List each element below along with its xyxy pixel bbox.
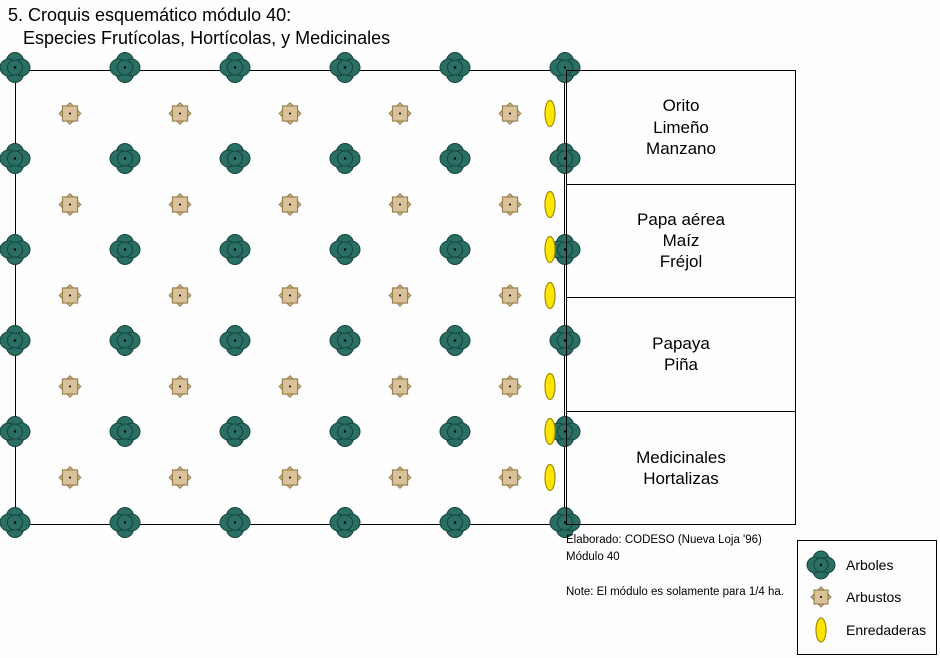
shrub-icon [806,582,836,612]
shrub-icon [387,465,413,496]
tree-icon [220,417,250,452]
tree-icon [440,144,470,179]
tree-icon [110,326,140,361]
shrub-icon [387,374,413,405]
tree-icon [0,326,30,361]
shrub-icon [167,192,193,223]
shrub-icon [387,192,413,223]
legend-label: Arbustos [846,589,901,605]
shrub-icon [277,192,303,223]
legend-row: Arbustos [806,581,928,613]
shrub-icon [167,283,193,314]
credits-line-2: Módulo 40 [566,551,620,563]
title-line-2: Especies Frutícolas, Hortícolas, y Medic… [23,28,390,48]
shrub-icon [57,283,83,314]
shrub-icon [57,101,83,132]
shrub-icon [277,374,303,405]
category-cell: OritoLimeñoManzano [567,71,795,185]
category-line: Fréjol [660,251,703,272]
tree-icon [110,53,140,88]
category-line: Limeño [653,117,709,138]
category-line: Maíz [663,230,700,251]
category-cell: MedicinalesHortalizas [567,412,795,525]
shrub-icon [387,283,413,314]
vine-icon [544,282,556,315]
shrub-icon [497,465,523,496]
tree-icon [220,326,250,361]
tree-icon [110,508,140,543]
vine-icon [544,464,556,497]
tree-icon [330,508,360,543]
tree-icon [110,235,140,270]
category-line: Hortalizas [643,468,719,489]
tree-icon [330,144,360,179]
shrub-icon [277,283,303,314]
tree-icon [330,417,360,452]
title-line-1: 5. Croquis esquemático módulo 40: [8,5,291,25]
tree-icon [110,417,140,452]
tree-icon [0,53,30,88]
credits-note: Note: El módulo es solamente para 1/4 ha… [566,586,784,598]
tree-icon [330,53,360,88]
tree-icon [220,508,250,543]
tree-icon [110,144,140,179]
category-line: Manzano [646,138,716,159]
tree-icon [0,508,30,543]
tree-icon [220,144,250,179]
credits-block: Elaborado: CODESO (Nueva Loja '96) Módul… [566,532,784,601]
diagram-title: 5. Croquis esquemático módulo 40: Especi… [8,4,390,51]
shrub-icon [167,465,193,496]
category-cell: PapayaPiña [567,298,795,412]
shrub-icon [497,374,523,405]
category-line: Papaya [652,333,710,354]
tree-icon [440,417,470,452]
legend-label: Enredaderas [846,622,926,638]
legend-label: Arboles [846,557,893,573]
category-panel: OritoLimeñoManzanoPapa aéreaMaízFréjolPa… [566,70,796,525]
vine-icon [544,236,556,269]
tree-icon [440,235,470,270]
tree-icon [440,508,470,543]
tree-icon [220,235,250,270]
credits-line-1: Elaborado: CODESO (Nueva Loja '96) [566,534,762,546]
vine-icon [544,418,556,451]
tree-icon [0,144,30,179]
tree-icon [330,235,360,270]
vine-icon [544,100,556,133]
shrub-icon [57,374,83,405]
category-line: Medicinales [636,447,726,468]
category-line: Papa aérea [637,209,725,230]
vine-icon [806,615,836,645]
tree-icon [0,235,30,270]
tree-icon [440,326,470,361]
shrub-icon [277,101,303,132]
category-line: Orito [663,95,700,116]
category-line: Piña [664,354,698,375]
shrub-icon [57,192,83,223]
shrub-icon [497,192,523,223]
shrub-icon [167,374,193,405]
tree-icon [220,53,250,88]
tree-icon [440,53,470,88]
vine-icon [544,373,556,406]
shrub-icon [57,465,83,496]
vine-icon [544,191,556,224]
tree-icon [330,326,360,361]
legend-row: Enredaderas [806,614,928,646]
shrub-icon [277,465,303,496]
tree-icon [806,550,836,580]
shrub-icon [497,283,523,314]
shrub-icon [167,101,193,132]
category-cell: Papa aéreaMaízFréjol [567,185,795,299]
shrub-icon [497,101,523,132]
tree-icon [0,417,30,452]
shrub-icon [387,101,413,132]
legend-row: Arboles [806,549,928,581]
legend-box: Arboles Arbustos Enredaderas [797,540,937,655]
